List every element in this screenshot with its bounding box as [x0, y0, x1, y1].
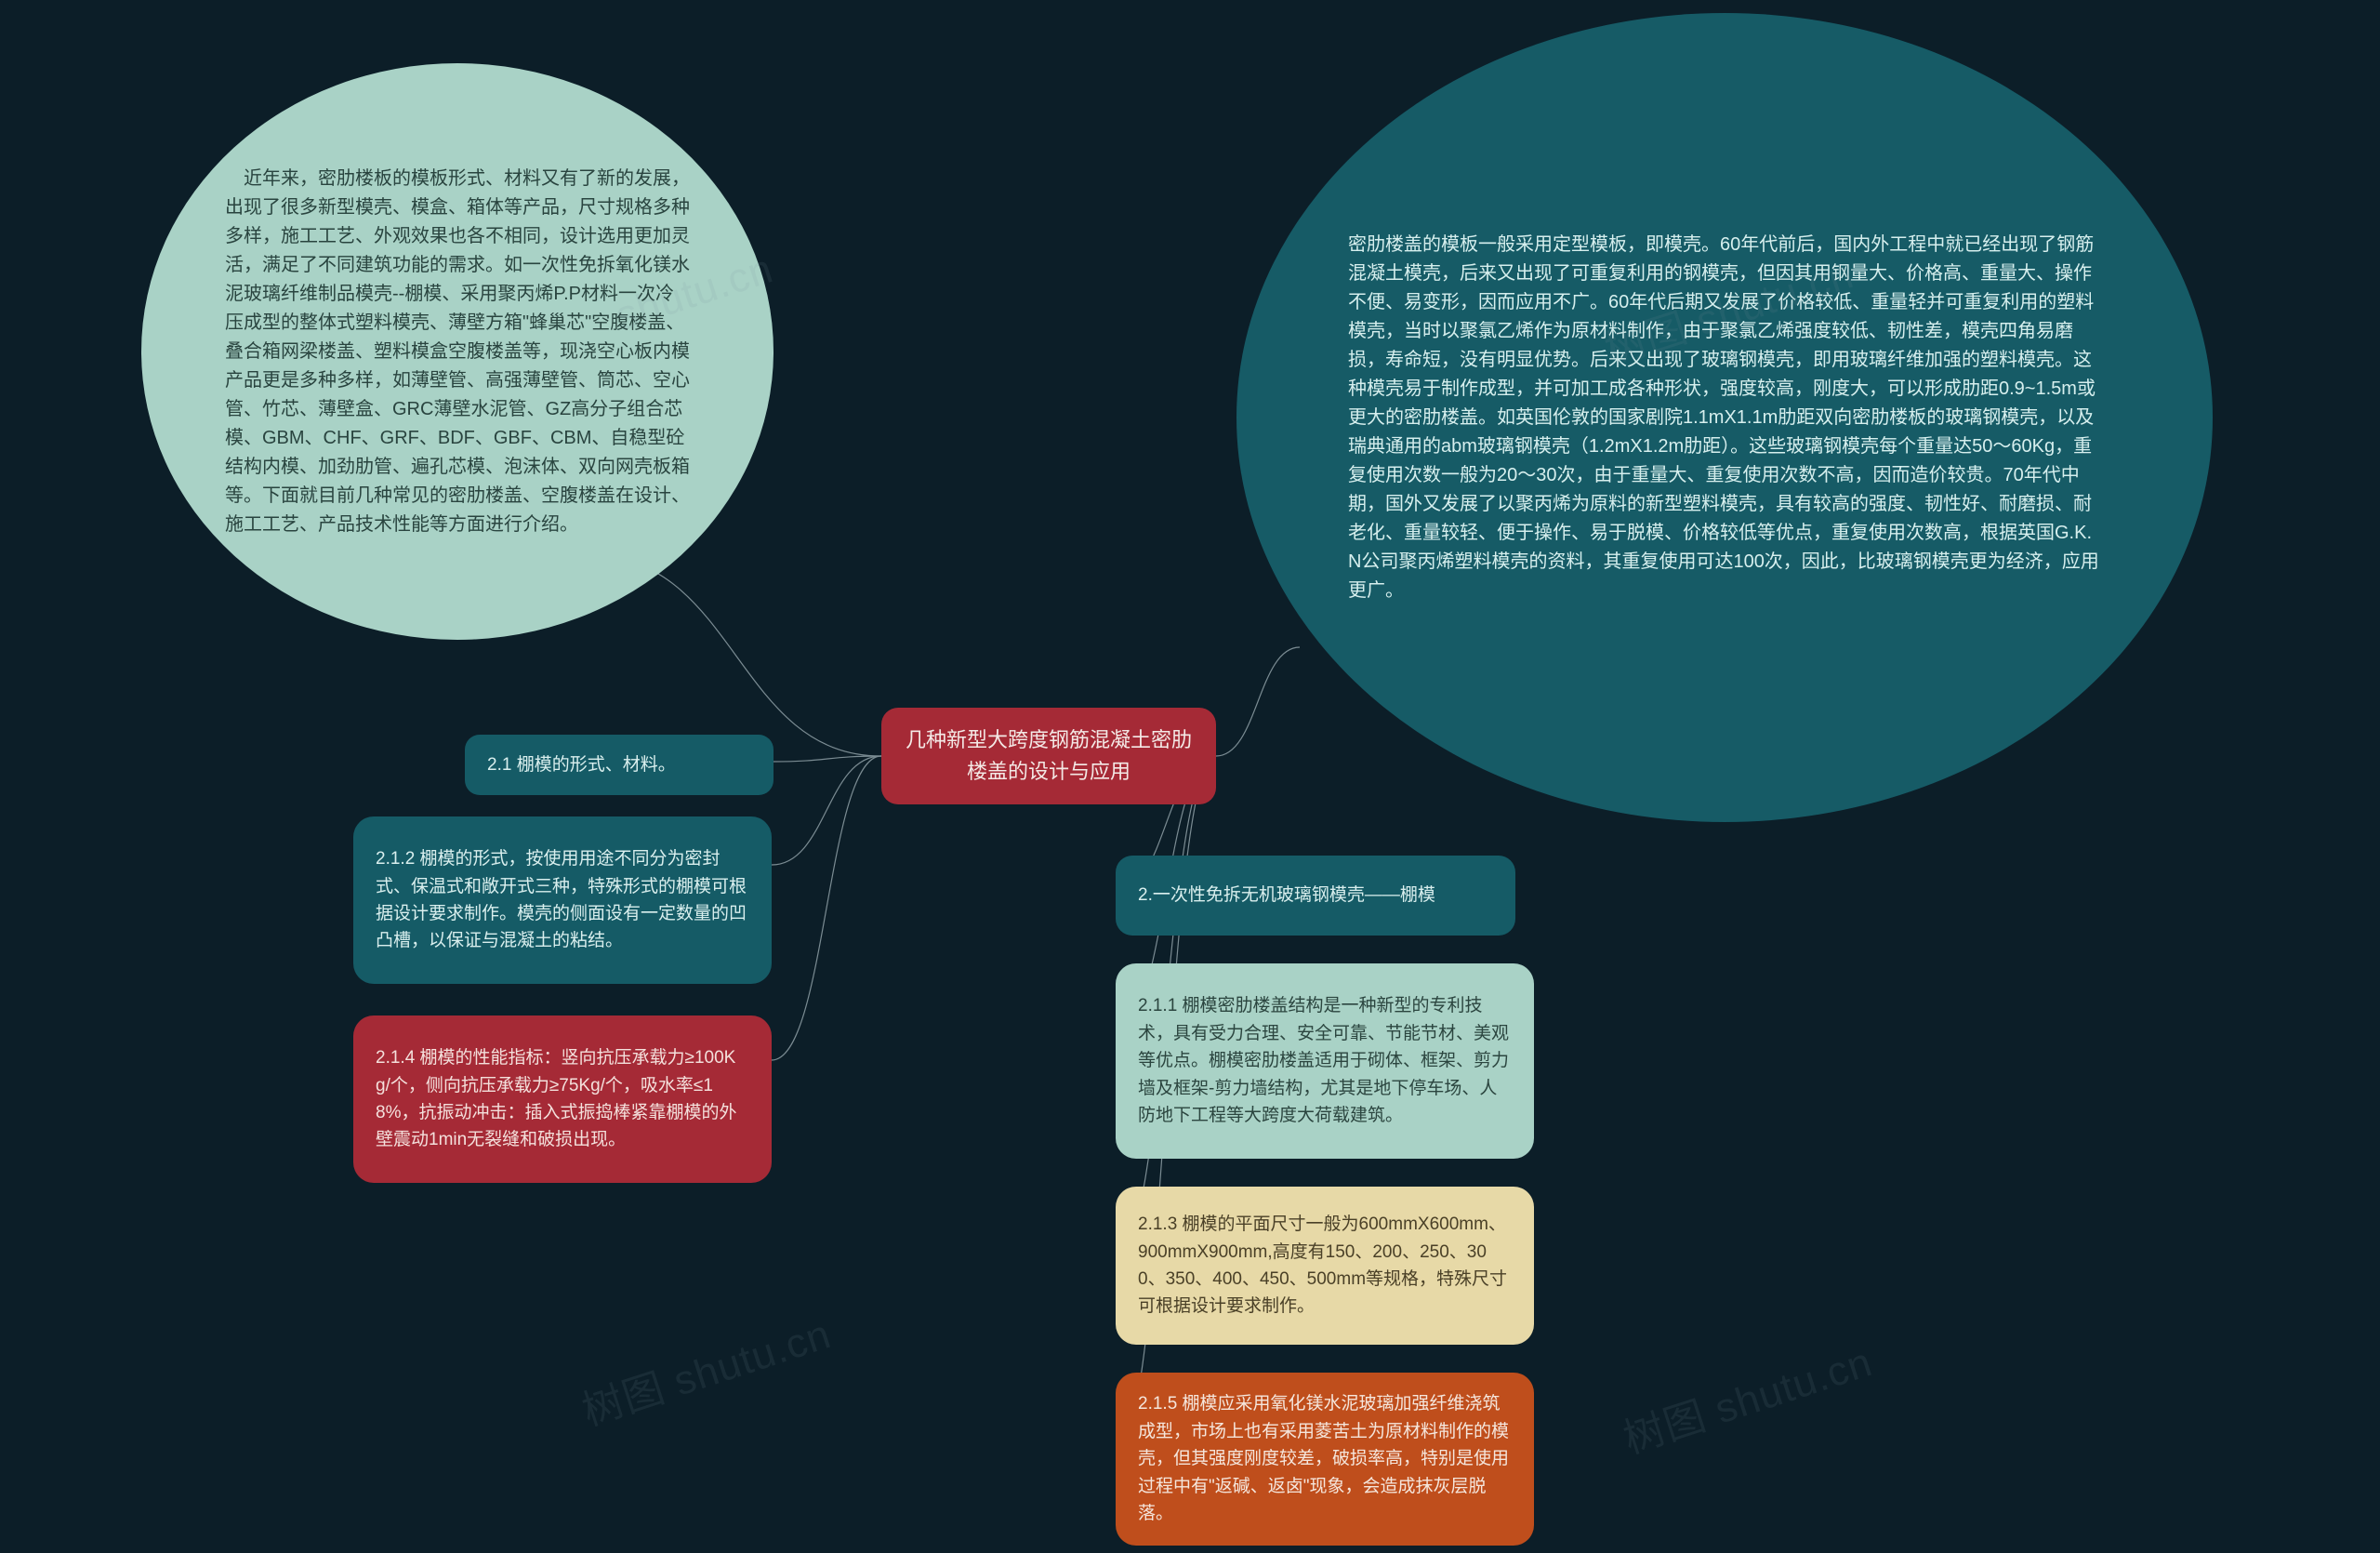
node-text: 2.1.1 棚模密肋楼盖结构是一种新型的专利技术，具有受力合理、安全可靠、节能节…	[1138, 992, 1512, 1129]
center-node[interactable]: 几种新型大跨度钢筋混凝土密肋楼盖的设计与应用	[881, 708, 1216, 804]
node-text: 2.1.4 棚模的性能指标：竖向抗压承载力≥100Kg/个，侧向抗压承载力≥75…	[376, 1044, 749, 1154]
node-text: 2.1.5 棚模应采用氧化镁水泥玻璃加强纤维浇筑成型，市场上也有采用菱苦土为原材…	[1138, 1390, 1512, 1527]
node-text: 2.一次性免拆无机玻璃钢模壳——棚模	[1138, 882, 1493, 909]
watermark: 树图 shutu.cn	[1615, 1329, 1879, 1466]
node-n21[interactable]: 2.1 棚模的形式、材料。	[465, 735, 774, 795]
node-n2[interactable]: 2.一次性免拆无机玻璃钢模壳——棚模	[1116, 856, 1515, 936]
node-text: 密肋楼盖的模板一般采用定型模板，即模壳。60年代前后，国内外工程中就已经出现了钢…	[1348, 231, 2101, 605]
node-n213[interactable]: 2.1.3 棚模的平面尺寸一般为600mmX600mm、900mmX900mm,…	[1116, 1187, 1534, 1345]
node-text: 2.1.3 棚模的平面尺寸一般为600mmX600mm、900mmX900mm,…	[1138, 1211, 1512, 1321]
node-n211[interactable]: 2.1.1 棚模密肋楼盖结构是一种新型的专利技术，具有受力合理、安全可靠、节能节…	[1116, 963, 1534, 1159]
watermark: 树图 shutu.cn	[574, 1301, 838, 1438]
node-n214[interactable]: 2.1.4 棚模的性能指标：竖向抗压承载力≥100Kg/个，侧向抗压承载力≥75…	[353, 1015, 772, 1183]
center-node-text: 几种新型大跨度钢筋混凝土密肋楼盖的设计与应用	[902, 724, 1196, 788]
node-n212[interactable]: 2.1.2 棚模的形式，按使用用途不同分为密封式、保温式和敞开式三种，特殊形式的…	[353, 816, 772, 984]
node-big-left[interactable]: 近年来，密肋楼板的模板形式、材料又有了新的发展，出现了很多新型模壳、模盒、箱体等…	[141, 63, 774, 640]
node-text: 2.1.2 棚模的形式，按使用用途不同分为密封式、保温式和敞开式三种，特殊形式的…	[376, 845, 749, 955]
node-text: 近年来，密肋楼板的模板形式、材料又有了新的发展，出现了很多新型模壳、模盒、箱体等…	[225, 165, 690, 539]
node-text: 2.1 棚模的形式、材料。	[487, 751, 751, 778]
node-n215[interactable]: 2.1.5 棚模应采用氧化镁水泥玻璃加强纤维浇筑成型，市场上也有采用菱苦土为原材…	[1116, 1373, 1534, 1546]
node-big-right[interactable]: 密肋楼盖的模板一般采用定型模板，即模壳。60年代前后，国内外工程中就已经出现了钢…	[1236, 13, 2213, 822]
mindmap-canvas: 几种新型大跨度钢筋混凝土密肋楼盖的设计与应用 近年来，密肋楼板的模板形式、材料又…	[0, 0, 2380, 1553]
